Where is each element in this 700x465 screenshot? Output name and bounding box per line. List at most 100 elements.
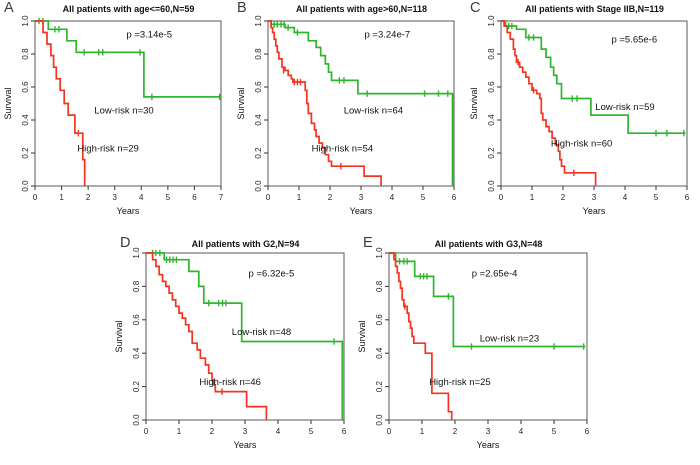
p-value-label: p =6.32e-5 (249, 268, 295, 279)
x-tick-label: 1 (297, 193, 302, 202)
km-chart-a: 0.0 0.2 0.4 0.6 0.8 1.0 0 1 2 3 4 5 6 7 Survival Years p… (3, 15, 224, 216)
km-panel-d: D All patients with G2,N=94 0.0 0.2 0.4 0.6… (112, 233, 355, 464)
p-value-label: p =3.14e-5 (126, 30, 172, 41)
high-risk-group-label: High-risk n=54 (312, 143, 374, 154)
low-risk-group-label: Low-risk n=23 (480, 334, 539, 345)
y-tick-label: 0.2 (375, 380, 384, 392)
high-risk-curve (146, 252, 268, 420)
km-chart-d: 0.0 0.2 0.4 0.6 0.8 1.0 0 1 2 3 4 5 6 Survival Years p … (114, 247, 347, 450)
low-risk-curve (389, 252, 586, 348)
x-tick-label: 7 (219, 193, 224, 202)
y-tick-label: 0.2 (487, 147, 496, 159)
panel-title-a: All patients with age<=60,N=59 (62, 4, 195, 14)
x-tick-label: 2 (328, 193, 333, 202)
high-risk-group-label: High-risk n=46 (199, 377, 261, 388)
x-tick-label: 2 (453, 427, 458, 436)
plot-box (34, 20, 222, 187)
y-tick-label: 0.0 (21, 180, 30, 192)
x-axis-label: Years (583, 206, 606, 216)
km-panel-b: B All patients with age>60,N=118 0.0 0.2 0… (234, 1, 465, 230)
y-tick-label: 1.0 (487, 15, 496, 27)
x-tick-label: 5 (421, 193, 426, 202)
y-tick-label: 0.6 (254, 81, 263, 93)
x-tick-label: 4 (390, 193, 395, 202)
y-tick-label: 0.4 (254, 114, 263, 126)
high-risk-curve (35, 20, 86, 186)
high-risk-curve (501, 20, 597, 186)
y-tick-label: 0.6 (375, 314, 384, 326)
panel-letter-b: B (237, 0, 248, 16)
low-risk-curve (146, 252, 344, 420)
x-tick-label: 0 (499, 193, 504, 202)
x-tick-label: 5 (166, 193, 171, 202)
x-tick-label: 0 (266, 193, 271, 202)
km-chart-e: 0.0 0.2 0.4 0.6 0.8 1.0 0 1 2 3 4 5 6 Survival Years p … (357, 247, 590, 450)
y-tick-label: 0.2 (132, 380, 141, 392)
x-tick-label: 1 (59, 193, 64, 202)
y-tick-label: 0.2 (254, 147, 263, 159)
low-risk-group-label: Low-risk n=64 (344, 105, 403, 116)
low-risk-curve (501, 20, 686, 135)
y-tick-label: 1.0 (254, 15, 263, 27)
y-axis-label: Survival (114, 320, 124, 352)
y-tick-label: 1.0 (132, 247, 141, 259)
km-chart-c: 0.0 0.2 0.4 0.6 0.8 1.0 0 1 2 3 4 5 6 Survival Years p … (469, 15, 690, 216)
x-tick-label: 5 (654, 193, 659, 202)
p-value-label: p =2.65e-4 (472, 268, 518, 279)
y-tick-label: 1.0 (375, 247, 384, 259)
y-tick-label: 0.6 (132, 314, 141, 326)
y-axis-label: Survival (3, 87, 13, 119)
x-tick-label: 4 (623, 193, 628, 202)
x-tick-label: 1 (420, 427, 425, 436)
panel-title-e: All patients with G3,N=48 (434, 239, 543, 249)
x-tick-label: 4 (276, 427, 281, 436)
high-risk-group-label: High-risk n=29 (77, 143, 139, 154)
x-tick-label: 3 (359, 193, 364, 202)
panel-title-b: All patients with age>60,N=118 (295, 4, 428, 14)
x-axis-label: Years (234, 440, 257, 450)
x-tick-label: 6 (685, 193, 690, 202)
x-axis-label: Years (117, 206, 140, 216)
x-tick-label: 0 (33, 193, 38, 202)
y-axis-label: Survival (357, 320, 367, 352)
plot-box (267, 20, 455, 187)
p-value-label: p =5.65e-6 (611, 34, 657, 45)
high-risk-group-label: High-risk n=60 (551, 138, 613, 149)
x-tick-label: 3 (112, 193, 117, 202)
high-risk-group-label: High-risk n=25 (429, 377, 491, 388)
x-tick-label: 5 (552, 427, 557, 436)
x-tick-label: 2 (210, 427, 215, 436)
panel-title-c: All patients with Stage IIB,N=119 (525, 4, 664, 14)
y-tick-label: 0.8 (375, 280, 384, 292)
x-tick-label: 6 (342, 427, 347, 436)
y-tick-label: 0.4 (132, 347, 141, 359)
y-tick-label: 0.4 (375, 347, 384, 359)
low-risk-curve (268, 20, 454, 186)
panel-letter-a: A (4, 0, 15, 16)
km-panel-e: E All patients with G3,N=48 0.0 0.2 0.4 0.6… (355, 233, 598, 464)
x-tick-label: 1 (177, 427, 182, 436)
y-tick-label: 0.4 (487, 114, 496, 126)
y-tick-label: 0.8 (21, 48, 30, 60)
x-tick-label: 6 (585, 427, 590, 436)
low-risk-curve (35, 20, 221, 98)
x-tick-label: 0 (144, 427, 149, 436)
y-tick-label: 0.0 (487, 180, 496, 192)
x-tick-label: 3 (486, 427, 491, 436)
y-tick-label: 0.8 (254, 48, 263, 60)
y-tick-label: 0.8 (132, 280, 141, 292)
panel-letter-d: D (120, 235, 131, 251)
x-axis-label: Years (350, 206, 373, 216)
x-axis-label: Years (477, 440, 500, 450)
x-tick-label: 5 (309, 427, 314, 436)
p-value-label: p =3.24e-7 (364, 30, 410, 41)
low-risk-group-label: Low-risk n=30 (94, 105, 153, 116)
km-panel-c: C All patients with Stage IIB,N=119 0.0 0… (467, 1, 698, 230)
y-tick-label: 0.0 (375, 414, 384, 426)
x-tick-label: 3 (592, 193, 597, 202)
high-risk-curve (268, 20, 382, 186)
x-tick-label: 1 (530, 193, 535, 202)
y-axis-label: Survival (469, 87, 479, 119)
y-tick-label: 0.8 (487, 48, 496, 60)
